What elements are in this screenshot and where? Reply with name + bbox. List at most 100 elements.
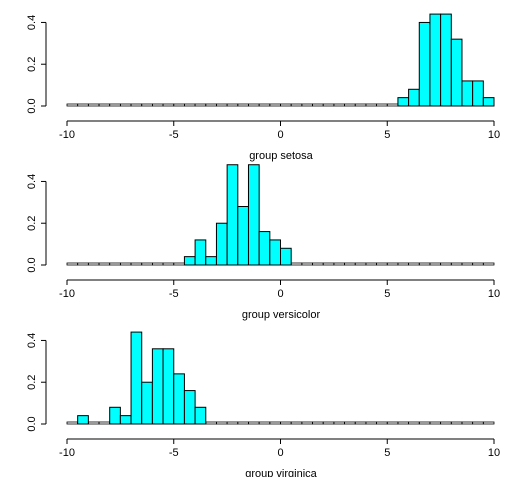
panel-setosa: -10 -5 0 5 10 group setosa 0.0 0.2 0.4 bbox=[26, 13, 500, 162]
empty-bin bbox=[333, 262, 345, 266]
empty-bin bbox=[418, 262, 431, 266]
empty-bin bbox=[194, 103, 207, 107]
empty-bin bbox=[226, 421, 239, 425]
histogram-bar bbox=[482, 97, 495, 107]
empty-bin bbox=[248, 421, 260, 425]
x-tick-label: 5 bbox=[384, 129, 390, 141]
empty-bin bbox=[151, 262, 164, 266]
x-tick-label: -5 bbox=[169, 288, 179, 300]
x-axis-title: group setosa bbox=[249, 150, 313, 162]
empty-bin bbox=[440, 262, 452, 266]
empty-bin bbox=[461, 262, 474, 266]
empty-bin bbox=[418, 421, 431, 425]
histogram-bar bbox=[440, 13, 452, 107]
y-tick-label: 0.4 bbox=[26, 174, 38, 189]
empty-bin bbox=[312, 103, 324, 107]
empty-bin bbox=[216, 103, 228, 107]
empty-bin bbox=[333, 421, 345, 425]
empty-bin bbox=[119, 103, 132, 107]
empty-bin bbox=[258, 421, 271, 425]
empty-bin bbox=[87, 103, 100, 107]
empty-bin bbox=[258, 103, 271, 107]
empty-bin bbox=[472, 421, 484, 425]
empty-bin bbox=[130, 103, 143, 107]
empty-bin bbox=[365, 262, 377, 266]
empty-bin bbox=[301, 103, 313, 107]
panel-versicolor: -10 -5 0 5 10 group versicolor 0.0 0.2 0.4 bbox=[26, 164, 500, 321]
empty-bin bbox=[386, 262, 399, 266]
empty-bin bbox=[472, 262, 484, 266]
empty-bin bbox=[290, 103, 303, 107]
empty-bin bbox=[354, 421, 367, 425]
empty-bin bbox=[290, 262, 303, 266]
empty-bin bbox=[344, 262, 356, 266]
empty-bin bbox=[141, 262, 153, 266]
x-tick-label: 5 bbox=[384, 447, 390, 459]
empty-bin bbox=[237, 103, 249, 107]
empty-bin bbox=[77, 262, 89, 266]
panel-virginica: -10 -5 0 5 10 group virginica 0.0 0.2 0.4 bbox=[26, 331, 500, 477]
empty-bin bbox=[87, 262, 100, 266]
x-tick-label: 0 bbox=[277, 447, 283, 459]
empty-bin bbox=[77, 103, 89, 107]
x-tick-label: -10 bbox=[59, 447, 75, 459]
x-tick-label: 10 bbox=[488, 447, 500, 459]
empty-bin bbox=[141, 103, 153, 107]
empty-bin bbox=[365, 103, 377, 107]
histogram-bar bbox=[461, 80, 474, 107]
empty-bin bbox=[408, 262, 420, 266]
histogram-bar bbox=[194, 406, 207, 425]
empty-bin bbox=[173, 103, 185, 107]
empty-bin bbox=[301, 262, 313, 266]
x-tick-label: 10 bbox=[488, 129, 500, 141]
empty-bin bbox=[322, 103, 335, 107]
empty-bin bbox=[151, 103, 164, 107]
histogram-bar bbox=[280, 247, 292, 266]
empty-bin bbox=[386, 103, 399, 107]
histogram-bar bbox=[226, 164, 239, 266]
empty-bin bbox=[344, 103, 356, 107]
empty-bin bbox=[450, 262, 463, 266]
y-tick-label: 0.0 bbox=[26, 98, 38, 113]
empty-bin bbox=[397, 262, 409, 266]
histogram-bar bbox=[269, 239, 282, 266]
x-axis-title: group virginica bbox=[245, 468, 317, 477]
histogram-bar bbox=[450, 38, 463, 107]
y-tick-label: 0.0 bbox=[26, 416, 38, 431]
x-tick-label: 10 bbox=[488, 288, 500, 300]
histogram-bar bbox=[237, 206, 249, 266]
histogram-bar bbox=[130, 331, 143, 425]
empty-bin bbox=[429, 262, 442, 266]
histogram-bar bbox=[205, 256, 217, 266]
empty-bin bbox=[205, 421, 217, 425]
y-tick-label: 0.0 bbox=[26, 257, 38, 272]
empty-bin bbox=[184, 103, 196, 107]
y-tick-label: 0.2 bbox=[26, 57, 38, 72]
empty-bin bbox=[354, 103, 367, 107]
empty-bin bbox=[119, 262, 132, 266]
empty-bin bbox=[397, 421, 409, 425]
empty-bin bbox=[312, 262, 324, 266]
empty-bin bbox=[98, 262, 111, 266]
empty-bin bbox=[98, 421, 111, 425]
empty-bin bbox=[66, 421, 79, 425]
empty-bin bbox=[429, 421, 442, 425]
empty-bin bbox=[87, 421, 100, 425]
empty-bin bbox=[440, 421, 452, 425]
empty-bin bbox=[482, 421, 495, 425]
x-tick-label: -10 bbox=[59, 288, 75, 300]
histogram-bar bbox=[194, 239, 207, 266]
histogram-bar bbox=[258, 231, 271, 266]
empty-bin bbox=[322, 421, 335, 425]
x-tick-label: -5 bbox=[169, 129, 179, 141]
empty-bin bbox=[130, 262, 143, 266]
empty-bin bbox=[290, 421, 303, 425]
empty-bin bbox=[376, 262, 388, 266]
histogram-bar bbox=[141, 381, 153, 425]
histogram-bar bbox=[183, 256, 196, 266]
y-tick-label: 0.4 bbox=[26, 333, 38, 348]
empty-bin bbox=[162, 103, 175, 107]
histogram-bar bbox=[109, 406, 121, 425]
empty-bin bbox=[98, 103, 111, 107]
empty-bin bbox=[450, 421, 463, 425]
